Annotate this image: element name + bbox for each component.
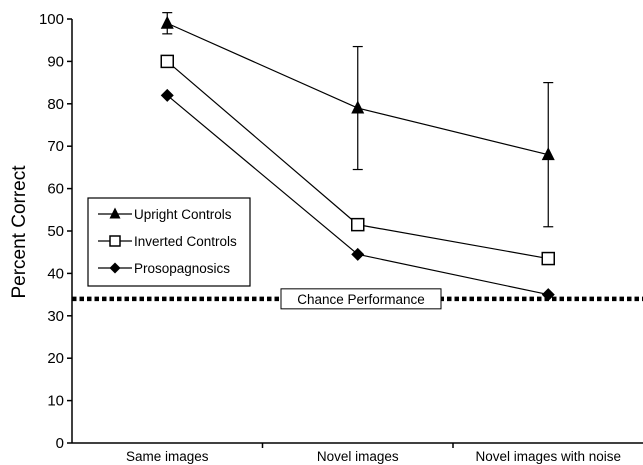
legend-marker — [109, 262, 121, 274]
chance-label: Chance Performance — [297, 292, 425, 307]
legend-marker — [109, 235, 121, 247]
legend-label: Upright Controls — [134, 207, 232, 222]
data-point — [541, 288, 555, 302]
legend-label: Inverted Controls — [134, 234, 237, 249]
chance-label-box — [280, 288, 442, 310]
data-point — [351, 217, 365, 232]
x-category-label: Novel images with noise — [475, 449, 621, 464]
y-tick-label: 90 — [47, 53, 64, 70]
series-prosopagnosics — [160, 88, 555, 302]
data-point — [160, 15, 174, 29]
y-tick-label: 20 — [47, 350, 64, 367]
x-category-label: Same images — [126, 449, 209, 464]
y-tick-label: 60 — [47, 181, 64, 198]
data-point — [541, 251, 555, 266]
legend-marker — [109, 207, 121, 219]
data-point — [160, 54, 174, 69]
y-tick-label: 30 — [47, 308, 64, 325]
x-ticks: Same images Novel images Novel images with… — [126, 443, 621, 464]
y-tick-label: 50 — [47, 223, 64, 240]
legend-label: Prosopagnosics — [134, 261, 230, 276]
y-tick-label: 70 — [47, 138, 64, 155]
y-tick-label: 80 — [47, 96, 64, 113]
y-tick-label: 100 — [39, 11, 64, 28]
data-point — [160, 88, 174, 102]
data-point — [351, 100, 365, 114]
y-axis-title: Percent Correct — [9, 165, 30, 299]
y-ticks: 0 10 20 30 40 50 60 70 80 90 100 — [39, 11, 72, 452]
data-point — [351, 247, 365, 261]
x-category-label: Novel images — [317, 449, 399, 464]
y-tick-label: 40 — [47, 265, 64, 282]
series-layer — [160, 12, 555, 302]
data-point — [541, 147, 555, 161]
y-tick-label: 10 — [47, 393, 64, 410]
series-inverted-controls — [160, 54, 555, 266]
legend: Upright Controls Inverted Controls Prosopa… — [87, 197, 251, 287]
y-tick-label: 0 — [56, 435, 64, 452]
chance-line-group: Chance Performance — [72, 288, 643, 310]
series-upright-controls — [160, 12, 555, 228]
